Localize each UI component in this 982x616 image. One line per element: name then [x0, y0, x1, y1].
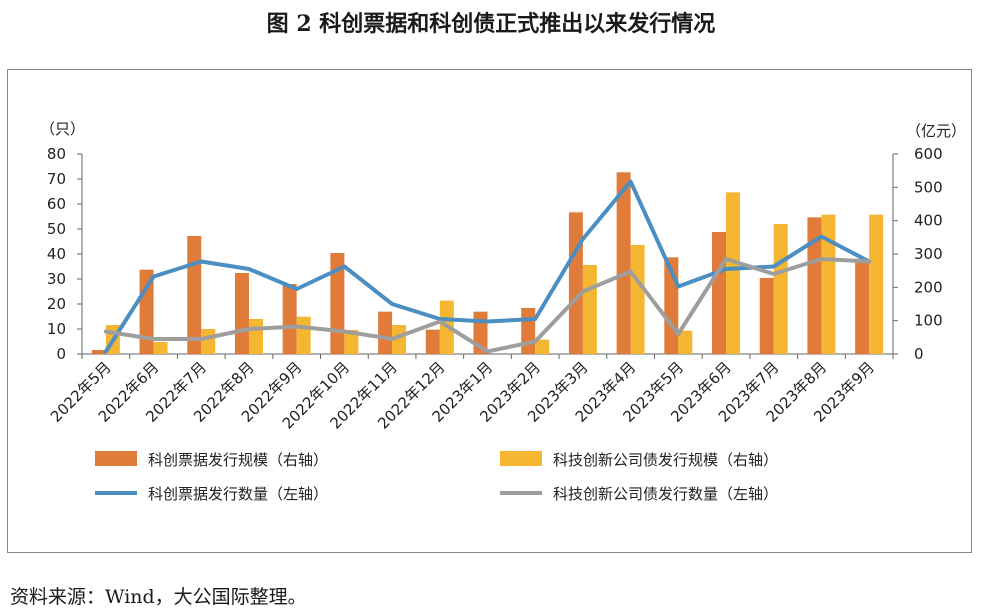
bar-kechuang-piaoju-scale — [91, 350, 106, 354]
left-tick-label: 50 — [47, 220, 66, 238]
left-tick-label: 40 — [47, 245, 66, 263]
left-tick-label: 10 — [47, 320, 66, 338]
left-tick-label: 70 — [47, 170, 66, 188]
bar-keji-gongsizhai-scale — [678, 330, 693, 354]
bar-keji-gongsizhai-scale — [248, 319, 263, 354]
bar-kechuang-piaoju-scale — [521, 308, 536, 354]
source-note: 资料来源：Wind，大公国际整理。 — [10, 586, 307, 608]
figure-title: 图 2 科创票据和科创债正式推出以来发行情况 — [266, 11, 716, 37]
right-tick-label: 100 — [914, 312, 943, 330]
legend-label: 科创票据发行数量（左轴） — [148, 485, 328, 503]
right-tick-label: 0 — [914, 345, 924, 363]
bar-kechuang-piaoju-scale — [616, 172, 631, 354]
legend-label: 科技创新公司债发行规模（右轴） — [553, 451, 778, 469]
chart-frame — [7, 69, 972, 553]
bar-keji-gongsizhai-scale — [630, 245, 645, 354]
right-tick-label: 200 — [914, 278, 943, 296]
bar-keji-gongsizhai-scale — [392, 325, 407, 354]
bar-kechuang-piaoju-scale — [187, 236, 202, 354]
left-tick-label: 0 — [56, 345, 66, 363]
legend-swatch-bar — [95, 451, 137, 466]
bar-keji-gongsizhai-scale — [726, 192, 741, 354]
left-axis-unit: （只） — [40, 120, 85, 138]
bar-kechuang-piaoju-scale — [282, 284, 297, 354]
bar-keji-gongsizhai-scale — [821, 214, 836, 354]
bar-keji-gongsizhai-scale — [344, 330, 359, 354]
left-tick-label: 30 — [47, 270, 66, 288]
bar-keji-gongsizhai-scale — [582, 265, 597, 354]
legend-swatch-bar — [500, 451, 542, 466]
line-kechuang-piaoju-count — [103, 179, 872, 354]
bar-kechuang-piaoju-scale — [234, 273, 249, 354]
bar-kechuang-piaoju-scale — [759, 278, 774, 354]
bar-kechuang-piaoju-scale — [378, 311, 393, 354]
bar-keji-gongsizhai-scale — [869, 214, 884, 354]
left-tick-label: 60 — [47, 195, 66, 213]
left-tick-label: 80 — [47, 145, 66, 163]
bar-keji-gongsizhai-scale — [201, 329, 216, 354]
legend-label: 科技创新公司债发行数量（左轴） — [553, 485, 778, 503]
line-keji-gongsizhai-count — [103, 257, 872, 354]
right-axis-unit: （亿元） — [906, 122, 966, 140]
right-tick-label: 300 — [914, 245, 943, 263]
bar-keji-gongsizhai-scale — [535, 339, 550, 354]
left-tick-label: 20 — [47, 295, 66, 313]
right-tick-label: 500 — [914, 178, 943, 196]
legend-label: 科创票据发行规模（右轴） — [148, 451, 328, 469]
right-tick-label: 400 — [914, 212, 943, 230]
bar-kechuang-piaoju-scale — [712, 232, 727, 354]
bar-kechuang-piaoju-scale — [425, 329, 440, 354]
bar-keji-gongsizhai-scale — [773, 224, 788, 354]
bar-kechuang-piaoju-scale — [568, 212, 583, 354]
bar-kechuang-piaoju-scale — [855, 258, 870, 354]
bar-kechuang-piaoju-scale — [807, 217, 822, 354]
bar-keji-gongsizhai-scale — [296, 316, 311, 354]
bar-keji-gongsizhai-scale — [153, 342, 168, 354]
right-tick-label: 600 — [914, 145, 943, 163]
